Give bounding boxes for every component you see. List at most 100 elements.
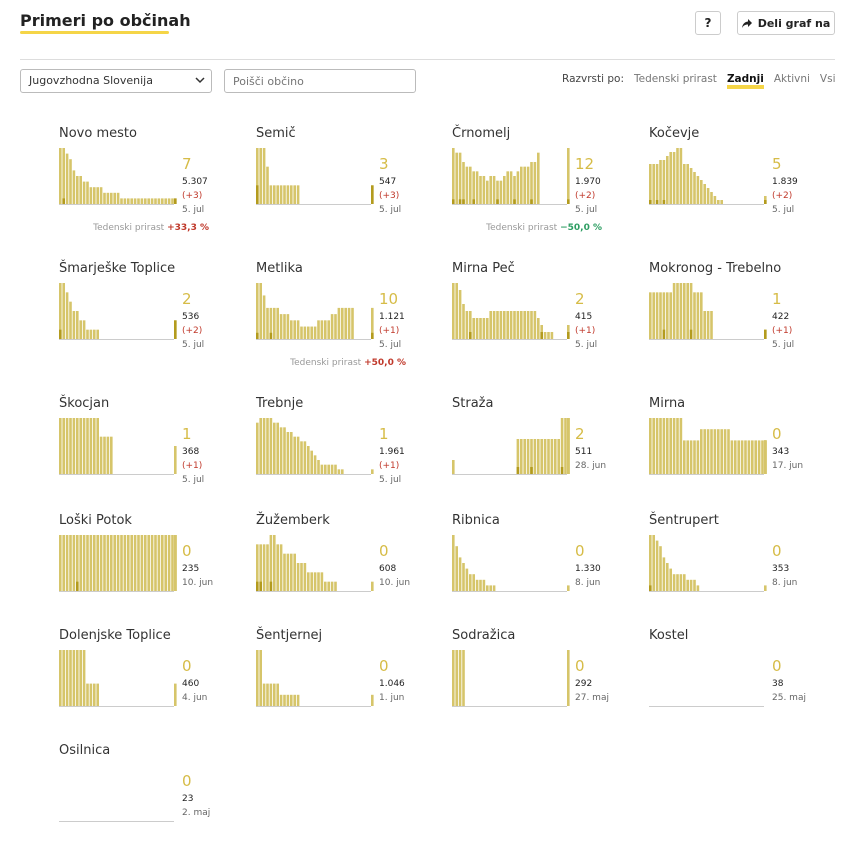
search-input[interactable]: [224, 69, 416, 93]
bar: [655, 164, 659, 204]
bar: [320, 572, 324, 591]
bar: [307, 572, 310, 591]
bar-chart: [256, 535, 374, 592]
bar: [557, 439, 560, 474]
last-date: 5. jul: [182, 205, 205, 215]
help-button[interactable]: ?: [695, 11, 721, 35]
municipality-card[interactable]: Kočevje 5 1.839 (+2) 5. jul: [649, 126, 824, 246]
bar: [679, 418, 683, 474]
sort-option-active[interactable]: Aktivni: [773, 73, 810, 85]
sort-option-weekly-growth[interactable]: Tedenski prirast: [634, 73, 717, 85]
bar: [103, 436, 106, 474]
municipality-card[interactable]: Črnomelj 12 1.970 (+2) 5. jul Tedenski priras…: [452, 126, 627, 246]
bar: [262, 683, 266, 706]
bar: [672, 418, 676, 474]
bar-chart: [649, 148, 767, 205]
bar: [290, 320, 293, 339]
sort-option-latest[interactable]: Zadnji: [726, 73, 764, 89]
bar: [547, 439, 550, 474]
bar-new: [662, 200, 666, 204]
bar: [757, 440, 761, 474]
bar: [727, 429, 730, 474]
bar-new: [59, 329, 62, 339]
municipality-card[interactable]: Mokronog - Trebelno 1 422 (+1) 5. jul: [649, 261, 824, 381]
bar: [662, 557, 666, 591]
bar: [547, 332, 550, 339]
municipality-card[interactable]: Kostel 0 38 25. maj: [649, 628, 824, 748]
bar: [93, 535, 96, 591]
municipality-name: Trebnje: [256, 396, 304, 411]
bar: [123, 198, 127, 204]
bar: [286, 314, 290, 339]
bar-new: [496, 199, 499, 204]
bar: [279, 544, 283, 591]
municipality-card[interactable]: Sodražica 0 292 27. maj: [452, 628, 627, 748]
municipality-card[interactable]: Mirna Peč 2 415 (+1) 5. jul: [452, 261, 627, 381]
bar: [266, 544, 269, 591]
bar: [113, 535, 116, 591]
bar: [72, 535, 76, 591]
municipality-card[interactable]: Žužemberk 0 608 10. jun: [256, 513, 431, 633]
bar: [93, 329, 96, 339]
bar: [106, 535, 110, 591]
municipality-card[interactable]: Semič 3 547 (+3) 5. jul: [256, 126, 431, 246]
municipality-card[interactable]: Šentjernej 0 1.046 1. jun: [256, 628, 431, 748]
bar: [371, 307, 374, 339]
bar: [116, 192, 120, 204]
municipality-card[interactable]: Mirna 0 343 17. jun: [649, 396, 824, 516]
bar: [676, 574, 679, 591]
bar: [300, 326, 303, 339]
daily-change: (+1): [379, 326, 400, 336]
municipality-card[interactable]: Loški Potok 0 235 10. jun: [59, 513, 234, 633]
municipality-card[interactable]: Dolenjske Toplice 0 460 4. jun: [59, 628, 234, 748]
bar: [475, 579, 479, 591]
bar: [79, 650, 82, 706]
bar: [537, 152, 540, 204]
bar: [560, 418, 564, 474]
sort-option-all[interactable]: Vsi: [819, 73, 836, 85]
municipality-name: Šentrupert: [649, 513, 719, 528]
bar: [330, 314, 334, 339]
bar: [79, 535, 82, 591]
bar: [89, 418, 93, 474]
bar: [469, 574, 472, 591]
bar: [307, 446, 310, 474]
bar: [655, 540, 659, 591]
municipality-card[interactable]: Šmarješke Toplice 2 536 (+2) 5. jul: [59, 261, 234, 381]
bar: [523, 311, 526, 339]
bar: [492, 176, 496, 204]
total-count: 5.307: [182, 177, 208, 187]
last-date: 5. jul: [772, 340, 795, 350]
municipality-card[interactable]: Ribnica 0 1.330 8. jun: [452, 513, 627, 633]
municipality-card[interactable]: Osilnica 0 23 2. maj: [59, 743, 234, 863]
bar-chart: [59, 148, 177, 205]
bar: [693, 172, 696, 204]
bar: [475, 171, 479, 204]
bar: [59, 148, 62, 204]
share-icon: [741, 18, 752, 28]
bar: [293, 694, 296, 706]
bar: [300, 441, 303, 474]
region-select[interactable]: Jugovzhodna Slovenija: [20, 69, 212, 93]
municipality-card[interactable]: Škocjan 1 368 (+1) 5. jul: [59, 396, 234, 516]
bar: [286, 553, 290, 591]
bar: [69, 650, 72, 706]
bar: [513, 176, 516, 204]
bar: [666, 563, 669, 591]
bar: [492, 311, 496, 339]
bar: [649, 535, 652, 591]
municipality-card[interactable]: Metlika 10 1.121 (+1) 5. jul Tedenski prirast…: [256, 261, 431, 381]
municipality-card[interactable]: Trebnje 1 1.961 (+1) 5. jul: [256, 396, 431, 516]
daily-change: (+1): [575, 326, 596, 336]
share-button[interactable]: Deli graf na: [737, 11, 835, 35]
municipality-card[interactable]: Straža 2 511 28. jun: [452, 396, 627, 516]
total-count: 1.330: [575, 564, 601, 574]
municipality-card[interactable]: Šentrupert 0 353 8. jun: [649, 513, 824, 633]
bar: [161, 198, 164, 204]
bar: [458, 152, 462, 204]
bar-new: [371, 332, 374, 339]
bar-new: [174, 198, 177, 204]
bar: [62, 650, 65, 706]
bar: [130, 198, 133, 204]
municipality-card[interactable]: Novo mesto 7 5.307 (+3) 5. jul Tedenski prira…: [59, 126, 234, 246]
